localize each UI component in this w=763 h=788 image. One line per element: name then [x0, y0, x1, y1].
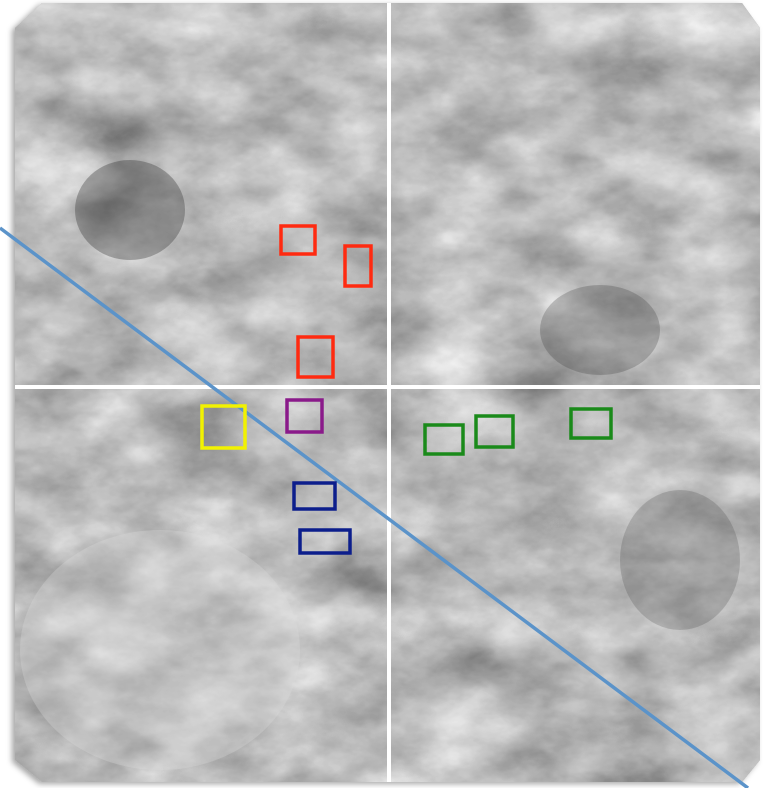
active-region — [75, 160, 185, 260]
active-region — [620, 490, 740, 630]
quiet-region — [20, 530, 300, 770]
active-region — [540, 285, 660, 375]
page — [0, 0, 763, 788]
solar-image — [15, 3, 760, 782]
solar-figure — [0, 0, 763, 788]
